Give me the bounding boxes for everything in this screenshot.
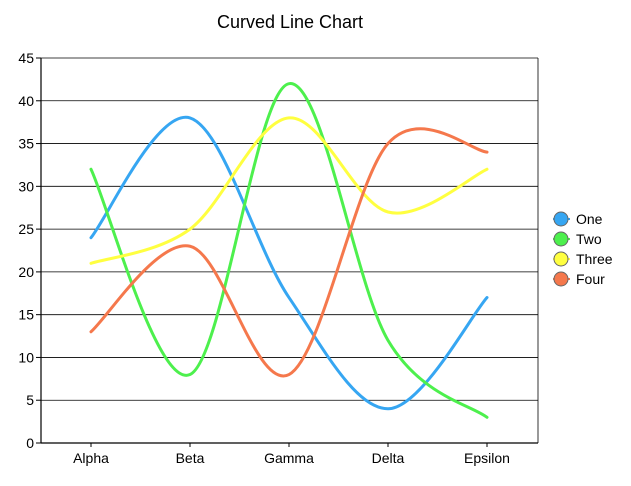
legend: One Two Three Four [553, 211, 613, 287]
y-tick-label: 30 [18, 178, 34, 194]
y-tick-label: 10 [18, 349, 34, 365]
legend-label: Three [576, 251, 613, 267]
legend-label: Four [576, 271, 605, 287]
y-tick-label: 20 [18, 264, 34, 280]
legend-item-three: Three [553, 251, 613, 267]
legend-marker [553, 251, 569, 267]
series-line-two [89, 82, 489, 419]
y-tick-label: 5 [26, 392, 34, 408]
x-tick-label: Beta [176, 450, 205, 466]
grid-lines [41, 57, 539, 443]
legend-item-four: Four [553, 271, 605, 287]
series-line-three [89, 116, 489, 265]
axes [40, 58, 538, 444]
x-tick-label: Alpha [73, 450, 109, 466]
legend-label: Two [576, 231, 602, 247]
legend-label: One [576, 211, 603, 227]
y-axis-ticks: 0 5 10 15 20 25 30 35 40 45 [18, 50, 41, 451]
legend-marker [553, 211, 569, 227]
legend-marker [553, 271, 569, 287]
x-tick-label: Gamma [264, 450, 314, 466]
series-line-four [89, 127, 489, 378]
chart-title: Curved Line Chart [217, 12, 363, 32]
x-tick-label: Epsilon [464, 450, 510, 466]
y-tick-label: 40 [18, 93, 34, 109]
x-tick-label: Delta [372, 450, 405, 466]
y-tick-label: 15 [18, 307, 34, 323]
series-line-one [89, 116, 489, 411]
legend-marker [553, 231, 569, 247]
y-tick-label: 45 [18, 50, 34, 66]
series-lines [89, 82, 489, 419]
y-tick-label: 35 [18, 136, 34, 152]
legend-item-one: One [553, 211, 603, 227]
x-axis-ticks: Alpha Beta Gamma Delta Epsilon [73, 443, 510, 466]
y-tick-label: 0 [26, 435, 34, 451]
y-tick-label: 25 [18, 221, 34, 237]
legend-item-two: Two [553, 231, 602, 247]
